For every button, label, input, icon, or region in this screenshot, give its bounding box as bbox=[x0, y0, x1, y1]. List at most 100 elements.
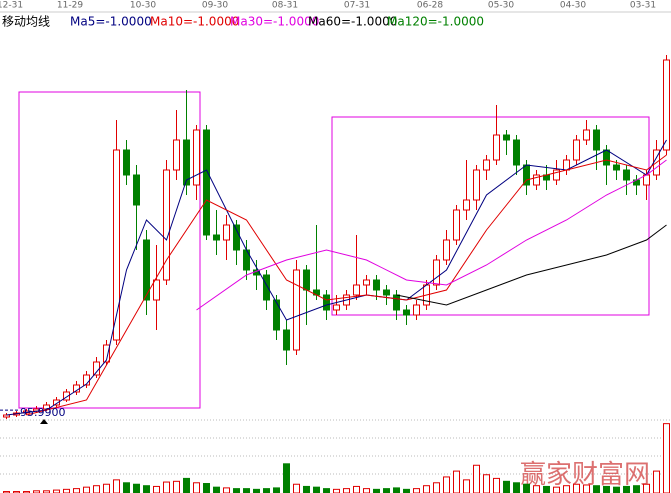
candle-body bbox=[403, 309, 410, 316]
candle-body bbox=[93, 361, 100, 376]
volume-bar bbox=[323, 488, 330, 493]
legend-entry: Ma30=-1.0000 bbox=[230, 15, 319, 29]
candle-body bbox=[363, 279, 370, 286]
volume-bar bbox=[483, 474, 490, 493]
ma-line bbox=[26, 154, 667, 416]
candle-body bbox=[513, 139, 520, 166]
volume-bar bbox=[433, 482, 440, 493]
candle-body bbox=[43, 404, 50, 410]
candle-body bbox=[163, 169, 170, 281]
volume-bar bbox=[333, 488, 340, 493]
candle-body bbox=[223, 224, 230, 241]
volume-bar bbox=[353, 485, 360, 493]
candle-body bbox=[63, 391, 70, 401]
volume-bar bbox=[13, 491, 20, 493]
date-label: 08-31 bbox=[272, 1, 298, 11]
candle-body bbox=[123, 149, 130, 176]
volume-bar bbox=[613, 486, 620, 493]
ma-line bbox=[6, 139, 667, 416]
candle-body bbox=[503, 134, 510, 141]
volume-bar bbox=[83, 486, 90, 493]
low-marker-arrow bbox=[40, 419, 48, 424]
legend-entry: Ma60=-1.0000 bbox=[308, 15, 397, 29]
volume-bar bbox=[183, 477, 190, 493]
date-label: 03-31 bbox=[630, 1, 656, 11]
volume-bar bbox=[503, 480, 510, 493]
volume-bar bbox=[593, 485, 600, 493]
candle-body bbox=[133, 174, 140, 206]
candle-body bbox=[203, 129, 210, 236]
candle-body bbox=[393, 294, 400, 311]
volume-bar bbox=[383, 488, 390, 493]
date-label: 05-30 bbox=[488, 1, 514, 11]
candle-body bbox=[293, 269, 300, 351]
volume-bar bbox=[533, 485, 540, 493]
volume-bar bbox=[453, 470, 460, 493]
legend-entry: Ma10=-1.0000 bbox=[150, 15, 239, 29]
legend-title: 移动均线 bbox=[2, 15, 50, 29]
candle-body bbox=[213, 234, 220, 241]
volume-bar bbox=[123, 482, 130, 493]
candle-body bbox=[353, 284, 360, 296]
volume-bar bbox=[93, 485, 100, 493]
volume-bar bbox=[163, 481, 170, 493]
volume-bar bbox=[193, 482, 200, 493]
volume-bar bbox=[423, 485, 430, 493]
candle-body bbox=[303, 269, 310, 291]
candle-body bbox=[573, 139, 580, 161]
candle-body bbox=[623, 169, 630, 181]
volume-bar bbox=[403, 488, 410, 493]
legend-entry: Ma5=-1.0000 bbox=[70, 15, 152, 29]
date-label: 10-30 bbox=[130, 1, 156, 11]
candle-body bbox=[323, 294, 330, 311]
legend-entry: Ma120=-1.0000 bbox=[387, 15, 484, 29]
candle-body bbox=[113, 149, 120, 341]
volume-bar bbox=[563, 485, 570, 493]
candle-body bbox=[383, 289, 390, 296]
candle-body bbox=[463, 199, 470, 211]
volume-bar bbox=[293, 483, 300, 493]
volume-bar bbox=[623, 485, 630, 493]
candle-body bbox=[103, 344, 110, 363]
date-label: 06-28 bbox=[417, 1, 443, 11]
volume-bar bbox=[73, 488, 80, 493]
candle-body bbox=[483, 159, 490, 171]
candle-body bbox=[663, 59, 670, 151]
candle-body bbox=[453, 209, 460, 241]
volume-bar bbox=[303, 485, 310, 493]
candle-body bbox=[143, 239, 150, 301]
volume-bar bbox=[443, 476, 450, 493]
volume-bar bbox=[133, 483, 140, 493]
candle-body bbox=[553, 169, 560, 181]
candle-body bbox=[153, 279, 160, 301]
candle-body bbox=[233, 224, 240, 251]
volume-bar bbox=[543, 485, 550, 493]
candle-body bbox=[373, 279, 380, 291]
volume-bar bbox=[213, 486, 220, 493]
date-label: 04-30 bbox=[560, 1, 586, 11]
volume-bar bbox=[343, 488, 350, 493]
candle-body bbox=[613, 164, 620, 171]
volume-bar bbox=[583, 484, 590, 493]
low-marker-label: 95.9900 bbox=[20, 406, 66, 419]
volume-bar bbox=[263, 488, 270, 493]
ma-line bbox=[196, 159, 667, 311]
date-label: 11-29 bbox=[57, 1, 83, 11]
volume-bar bbox=[253, 488, 260, 493]
date-label: 12-31 bbox=[0, 1, 23, 11]
volume-bar bbox=[23, 491, 30, 493]
volume-bar bbox=[663, 423, 670, 493]
volume-bar bbox=[603, 485, 610, 493]
candle-body bbox=[473, 169, 480, 201]
volume-bar bbox=[413, 488, 420, 493]
volume-bar bbox=[473, 464, 480, 493]
volume-bar bbox=[393, 487, 400, 493]
volume-bar bbox=[143, 485, 150, 493]
volume-grid bbox=[0, 419, 671, 475]
volume-bar bbox=[113, 479, 120, 493]
ma-line bbox=[396, 224, 667, 306]
candle-body bbox=[273, 299, 280, 331]
candle-body bbox=[263, 274, 270, 301]
